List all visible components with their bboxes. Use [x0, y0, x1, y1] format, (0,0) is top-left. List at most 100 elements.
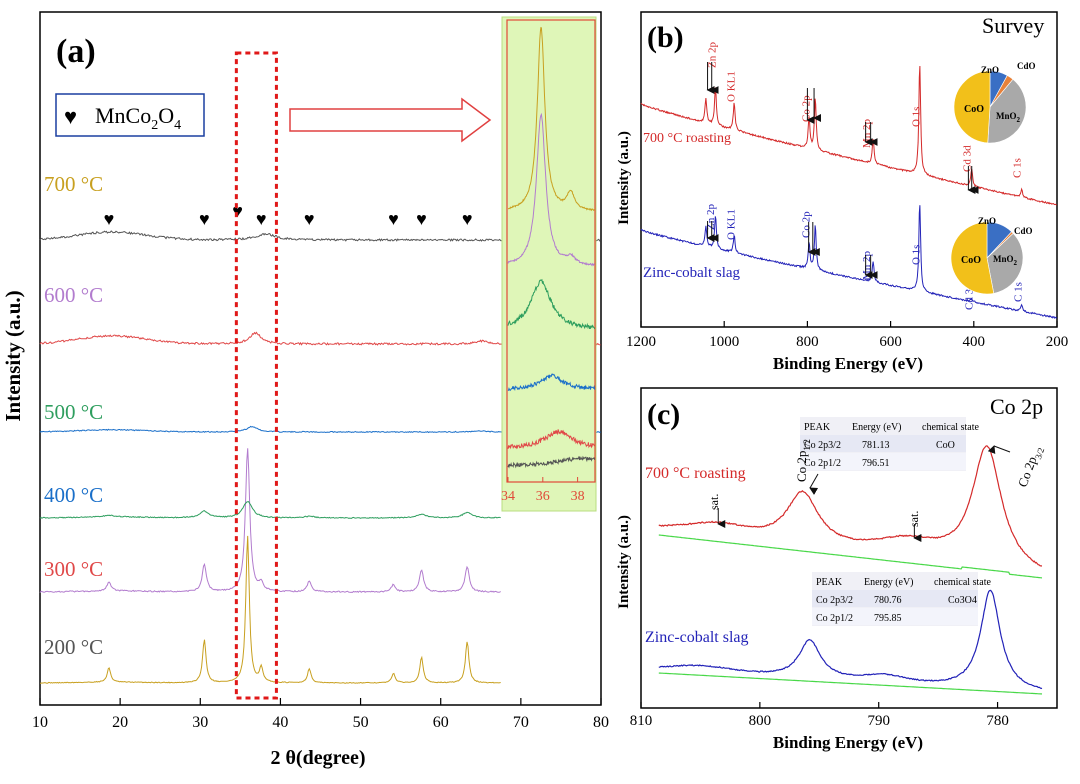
inset-trace-3 — [507, 373, 596, 392]
pie-label-mno2-base: MnO — [996, 111, 1017, 121]
x-tick-label: 40 — [272, 714, 288, 731]
x-tick-label: 70 — [513, 714, 529, 731]
b-x-tick-label: 200 — [1046, 334, 1069, 350]
x-tick-label: 10 — [32, 714, 48, 731]
c-x-tick-label: 800 — [749, 713, 772, 729]
panel-c: (c) Co 2p 700 °C roasting Zinc-cobalt sl… — [616, 387, 1058, 752]
panel-b-xlabel: Binding Energy (eV) — [773, 354, 923, 373]
temp-label: 300 °C — [44, 557, 103, 581]
table-row — [812, 608, 978, 625]
legend-label-p2: 2 — [151, 118, 158, 133]
co2p-half-label: Co 2p1/2 — [794, 439, 812, 482]
b-x-tick-label: 800 — [796, 334, 819, 350]
arrow-to-inset — [289, 97, 492, 143]
pie-label-mno2-sub: 2 — [1014, 259, 1018, 267]
pie-label-cdo: CdO — [1017, 61, 1036, 71]
pie-slice-mno2 — [987, 78, 1027, 144]
co2p-32-base: Co 2p — [1015, 454, 1040, 489]
b-peak-label-top: Zn 2p — [706, 42, 718, 68]
c-bg-slag — [658, 672, 1043, 695]
pie-label-mno2-base: MnO — [993, 254, 1014, 264]
temp-label: 500 °C — [44, 400, 103, 424]
c-trace-slag — [658, 589, 1043, 690]
co2p-32-sub: 3/2 — [1033, 446, 1046, 460]
legend-label: MnCo2O4 — [95, 103, 181, 133]
table-header-cell: chemical state — [934, 577, 991, 588]
pie-slice-coo — [953, 70, 991, 144]
pie-label-mno2: MnO2 — [996, 111, 1021, 124]
b-peak-label-bottom: C 1s — [1013, 282, 1025, 302]
b-peak-label-bottom: O KL1 — [726, 209, 738, 240]
x-tick-label: 80 — [593, 714, 609, 731]
table-cell: 796.51 — [862, 458, 890, 469]
b-trace-1 — [640, 205, 1058, 319]
table-cell: 781.13 — [862, 440, 890, 451]
table-cell: Co3O4 — [948, 595, 977, 606]
heart-icon: ♥ — [232, 201, 243, 221]
heart-icon: ♥ — [104, 209, 115, 229]
panel-c-title: Co 2p — [990, 394, 1043, 419]
inset-trace-1 — [507, 112, 595, 267]
heart-icon: ♥ — [416, 209, 427, 229]
b-peak-label-top: O KL1 — [726, 71, 738, 102]
pie-label-cdo: CdO — [1014, 226, 1033, 236]
inset-tick-label: 34 — [501, 489, 515, 504]
panel-c-xlabel: Binding Energy (eV) — [773, 733, 923, 752]
c-bg-roasting — [658, 534, 1043, 579]
table-header-cell: Energy (eV) — [852, 422, 902, 433]
table-cell: CoO — [936, 440, 955, 451]
heart-icon: ♥ — [256, 209, 267, 229]
c-series-label-roasting: 700 °C roasting — [645, 465, 746, 482]
co2p-32-arrow — [987, 445, 1011, 454]
table-cell: Co 2p3/2 — [816, 595, 853, 606]
panel-b-label: (b) — [647, 21, 684, 54]
legend-box — [55, 93, 205, 137]
inset-trace-5 — [507, 455, 596, 469]
trace-0 — [39, 535, 501, 684]
pie-label-mno2: MnO2 — [993, 254, 1018, 267]
panel-a-label: (a) — [56, 33, 96, 70]
temp-label: 400 °C — [44, 483, 103, 507]
pie-slice-coo — [950, 221, 995, 295]
inset-trace-0 — [507, 26, 596, 212]
table-header-cell: Energy (eV) — [864, 577, 914, 588]
pie-label-coo: CoO — [964, 104, 984, 115]
b-peak-label-top: Co 2p — [800, 95, 812, 122]
table-row — [800, 435, 966, 452]
co2p-half-sub: 1/2 — [802, 439, 812, 451]
heart-icon: ♥ — [199, 209, 210, 229]
b-trace-0 — [640, 65, 1057, 206]
highlight-box — [234, 51, 278, 700]
heart-icon: ♥ — [64, 104, 77, 129]
legend-label-p3: O — [158, 103, 174, 128]
table-cell: 780.76 — [874, 595, 902, 606]
panel-b-title: Survey — [982, 13, 1044, 38]
legend-label-p1: MnCo — [95, 103, 151, 128]
panel-a: (a) ♥ MnCo2O4 ♥ ♥ ♥ ♥ ♥ ♥ ♥ ♥ 700 °C 600 °C 500 °… — [1, 11, 609, 769]
pie-label-mno2-sub: 2 — [1017, 116, 1021, 124]
panel-c-ylabel: Intensity (a.u.) — [616, 515, 632, 609]
panel-b-ylabel: Intensity (a.u.) — [616, 131, 632, 225]
legend-label-p4: 4 — [174, 118, 181, 133]
panel-a-ylabel: Intensity (a.u.) — [1, 290, 25, 421]
table-row — [812, 590, 978, 607]
b-x-tick-label: 1000 — [709, 334, 739, 350]
x-tick-label: 20 — [112, 714, 128, 731]
b-peak-label-bottom: O 1s — [910, 245, 922, 265]
inset-background — [501, 16, 597, 512]
pie-label-zno: ZnO — [978, 216, 996, 226]
x-tick-label: 50 — [353, 714, 369, 731]
heart-icon: ♥ — [388, 209, 399, 229]
co2p-half-base: Co 2p — [794, 451, 809, 482]
table-cell: Co 2p1/2 — [804, 458, 841, 469]
b-x-tick-label: 400 — [963, 334, 986, 350]
panel-a-frame — [39, 11, 602, 706]
table-header-cell: PEAK — [804, 422, 831, 433]
co2p-32-label: Co 2p3/2 — [1015, 444, 1047, 491]
sat-label: sat. — [907, 511, 921, 527]
temp-label: 700 °C — [44, 172, 103, 196]
b-peak-label-top: C 1s — [1011, 158, 1023, 178]
inset-tick-label: 38 — [571, 489, 585, 504]
x-tick-label: 60 — [433, 714, 449, 731]
